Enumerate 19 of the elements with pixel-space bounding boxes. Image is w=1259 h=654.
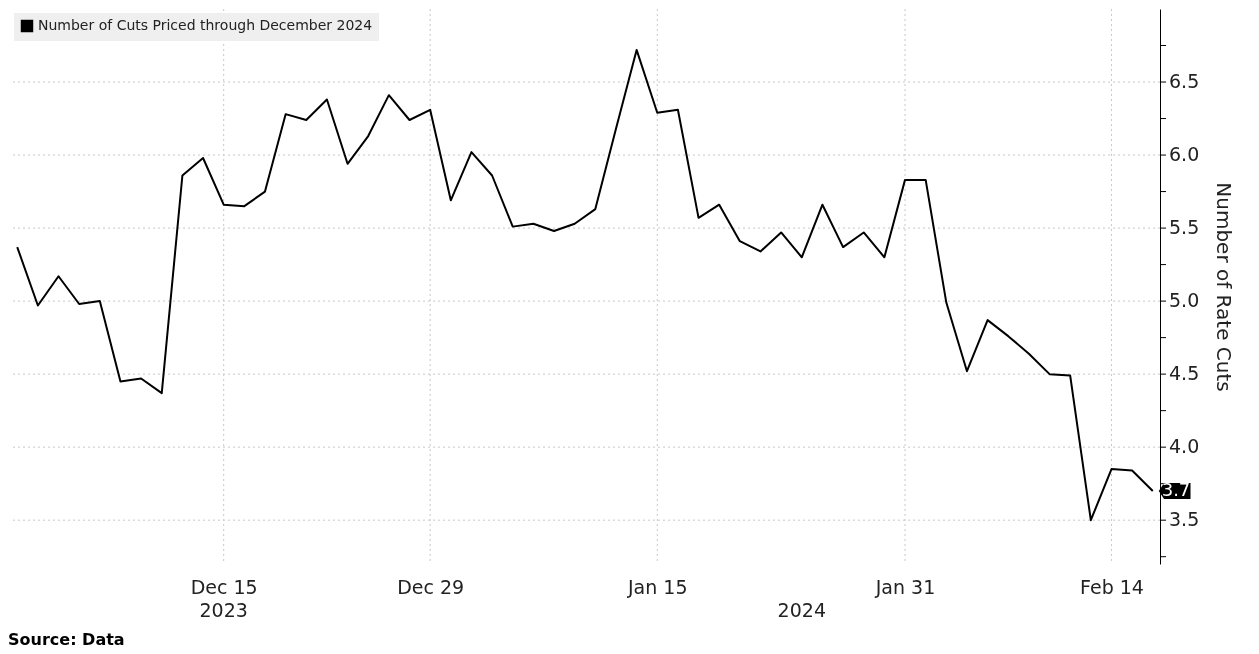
y-tick-label: 6.0 [1169, 143, 1200, 166]
y-tick-label: 6.5 [1169, 70, 1200, 93]
y-tick-label: 4.5 [1169, 362, 1200, 385]
data-label: 3.7 [1161, 478, 1191, 500]
x-tick-label: Dec 29 [397, 575, 465, 598]
line-series [16, 48, 1154, 522]
x-tick-label: Feb 14 [1080, 575, 1144, 598]
legend-label: Number of Cuts Priced through December 2024 [38, 17, 373, 33]
x-tick-label: Jan 31 [874, 575, 936, 598]
x-tick-label: Dec 15 [190, 575, 258, 598]
text: 2023 [199, 599, 248, 621]
source-note: Source: Data [8, 630, 125, 649]
y-tick-label: 5.0 [1169, 289, 1200, 312]
y-axis-title: Number of Rate Cuts [1211, 182, 1236, 392]
x-tick-label: Jan 15 [627, 575, 688, 598]
y-tick-label: 4.0 [1169, 435, 1200, 458]
y-tick-label: 3.5 [1169, 508, 1200, 531]
y-tick-label: 5.5 [1169, 216, 1200, 239]
text: 2024 [777, 599, 826, 621]
